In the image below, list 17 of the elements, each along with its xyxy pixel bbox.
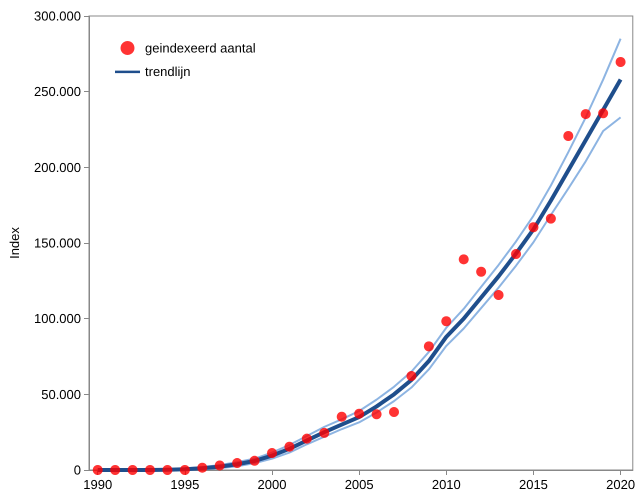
y-tick-label: 50.000 <box>41 386 81 402</box>
legend-label: trendlijn <box>145 64 191 79</box>
x-tick-label: 1995 <box>170 477 200 492</box>
legend-label: geindexeerd aantal <box>145 40 256 56</box>
y-tick-label: 250.000 <box>34 84 81 100</box>
x-tick-label: 2010 <box>432 477 461 492</box>
y-tick-label: 100.000 <box>34 311 81 326</box>
y-tick-label: 300.000 <box>34 8 81 24</box>
x-tick-label: 1990 <box>83 477 112 492</box>
x-tick-label: 2015 <box>518 477 548 492</box>
x-tick-label: 2000 <box>258 477 286 492</box>
x-tick-label: 2020 <box>606 477 636 492</box>
y-axis-title: Index <box>7 226 22 259</box>
y-tick-label: 150.000 <box>34 236 81 250</box>
x-tick-label: 2005 <box>344 477 374 492</box>
y-tick-label: 200.000 <box>34 160 81 175</box>
y-tick-label: 0 <box>74 462 81 478</box>
